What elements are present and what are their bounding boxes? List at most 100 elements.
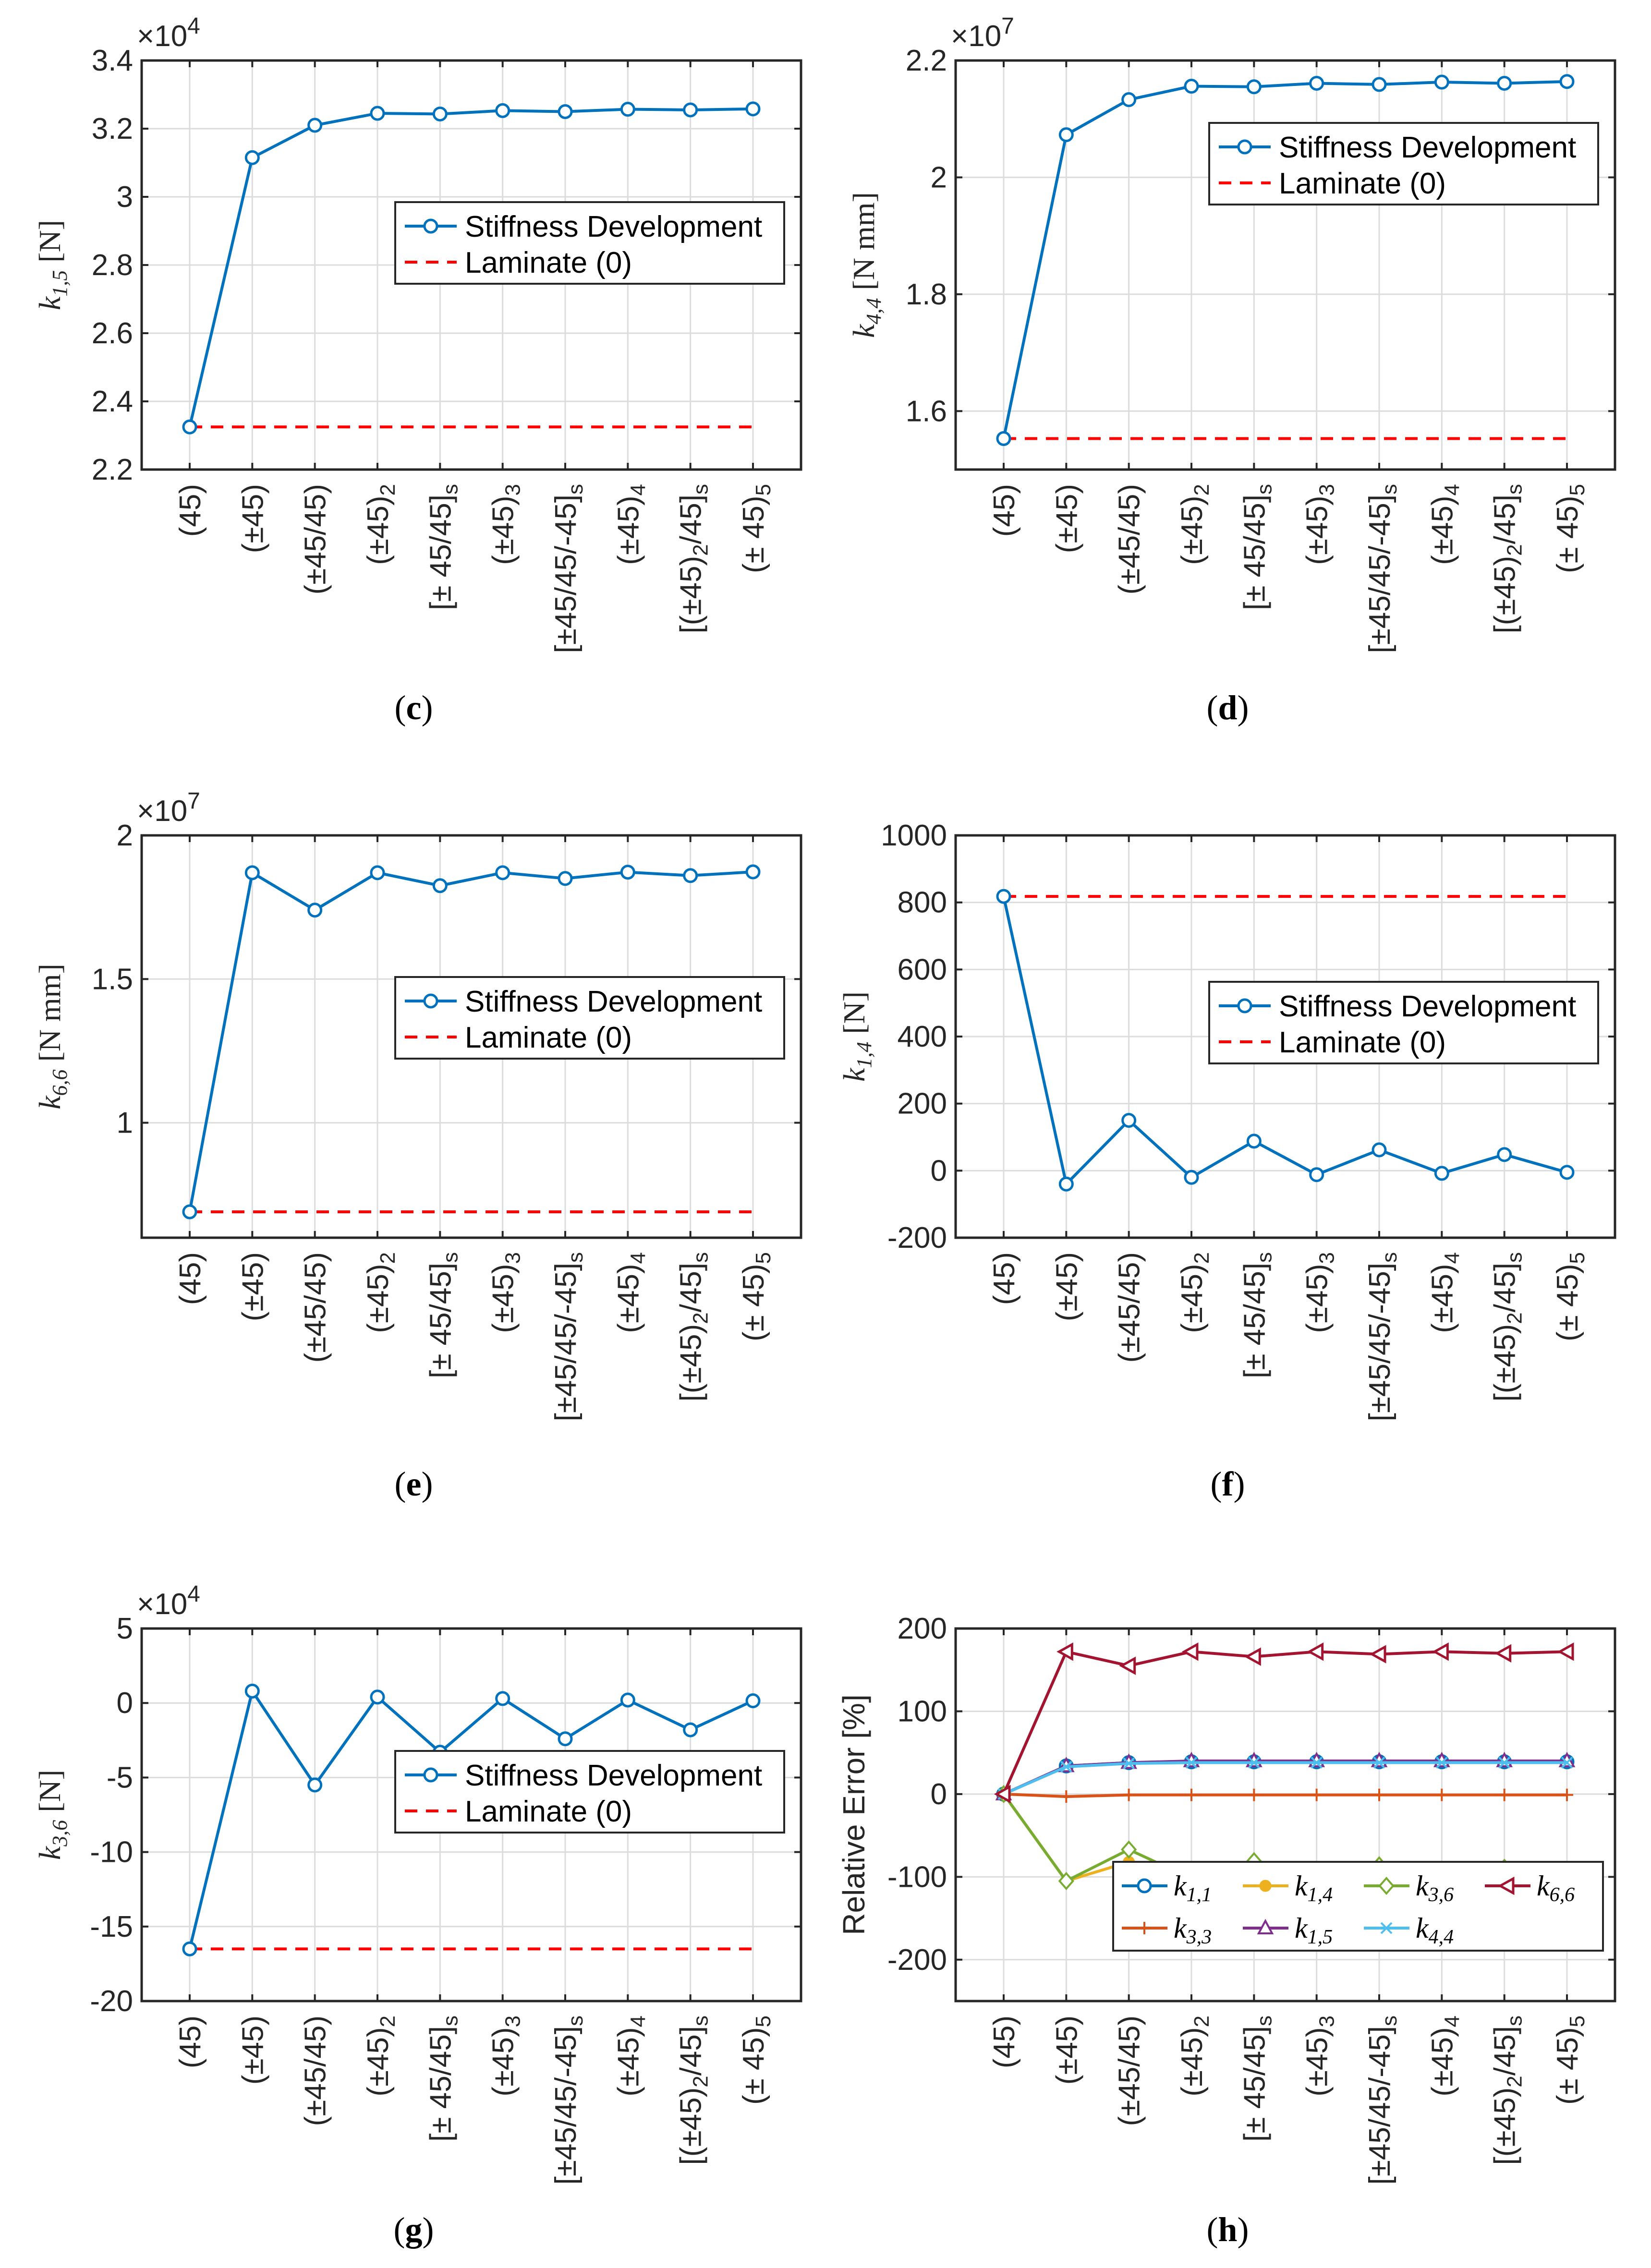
panel-caption: (f) xyxy=(1211,1465,1245,1503)
x-tick-label: (45) xyxy=(988,484,1021,537)
data-point xyxy=(1435,1788,1448,1801)
legend-label-laminate: Laminate (0) xyxy=(465,1021,632,1054)
data-point xyxy=(1498,1756,1511,1769)
x-tick-label: (±45)4 xyxy=(1426,484,1464,565)
plot-frame xyxy=(140,1627,802,2003)
y-tick-label: 1.5 xyxy=(92,963,133,996)
x-tick-label: (±45)2 xyxy=(362,1252,400,1333)
data-point xyxy=(1434,74,1449,90)
data-point xyxy=(620,102,635,117)
y-tick-label: 2.6 xyxy=(92,317,133,350)
series-stiffness-line xyxy=(188,870,753,1212)
y-tick-label: -15 xyxy=(90,1910,133,1943)
y-tick-label: -200 xyxy=(887,1943,947,1977)
legend-label-stiffness: Stiffness Development xyxy=(465,1759,762,1792)
data-point xyxy=(370,1689,385,1705)
legend-label-stiffness: Stiffness Development xyxy=(465,985,762,1018)
chart-panel-f: -200 0 200 400 600 800 1000 (45) (±45) (±45/45) (±… xyxy=(837,819,1616,1503)
data-point xyxy=(1244,1647,1261,1666)
x-tick-label: [±45/45/-45]s xyxy=(549,484,587,653)
data-point xyxy=(1138,1922,1151,1934)
data-point xyxy=(1309,75,1324,91)
data-point xyxy=(370,106,385,121)
legend-label-laminate: Laminate (0) xyxy=(465,246,632,279)
y-tick-label: 5 xyxy=(117,1612,133,1645)
x-tick-label: [± 45/45]s xyxy=(1238,1252,1276,1378)
legend-label-stiffness: Stiffness Development xyxy=(1279,131,1576,164)
y-tick-label: -200 xyxy=(887,1221,947,1255)
chart-panel-d: 1.6 1.8 2 2.2 (45) (±45) (±45/45) (±45)2 [± 45/4… xyxy=(847,13,1616,727)
plot-frame xyxy=(140,834,802,1239)
legend-label-laminate: Laminate (0) xyxy=(1279,1026,1446,1059)
y-tick-label: 0 xyxy=(931,1154,947,1187)
data-point xyxy=(620,865,635,880)
x-tick-label: (±45/45) xyxy=(1113,2015,1146,2126)
x-tick-label: (±45)3 xyxy=(1301,1252,1339,1333)
y-tick-label: 2.4 xyxy=(92,385,133,418)
x-tick-label: [(±45)2/45]s xyxy=(675,2015,713,2165)
y-tick-label: 0 xyxy=(931,1778,947,1811)
x-tick-label: (±45)4 xyxy=(612,2015,650,2097)
plot-frame xyxy=(954,834,1616,1239)
data-point xyxy=(1058,1871,1074,1890)
legend-label: k1,1 xyxy=(1174,1870,1212,1906)
data-point xyxy=(495,1691,510,1706)
x-tick-label: (45) xyxy=(174,484,207,537)
data-point xyxy=(1557,1642,1574,1661)
data-point xyxy=(1237,139,1252,155)
x-tick-label: (± 45)5 xyxy=(737,1252,775,1341)
legend-box xyxy=(394,201,785,285)
data-point xyxy=(495,865,510,881)
data-point xyxy=(432,878,448,893)
x-tick-label: [(±45)2/45]s xyxy=(675,1252,713,1401)
x-tick-label: (45) xyxy=(988,1252,1021,1305)
data-point xyxy=(1497,1147,1512,1162)
chart-panel-g: -20 -15 -10 -5 0 5 (45) (±45) (±45/45) (±45)2 [± 4… xyxy=(33,1581,802,2249)
data-point xyxy=(423,1767,438,1783)
data-point xyxy=(1058,127,1074,143)
data-point xyxy=(1309,1167,1324,1182)
data-point xyxy=(182,419,197,434)
legend-box xyxy=(1208,981,1599,1064)
data-point xyxy=(1246,1134,1262,1149)
data-point xyxy=(1372,77,1387,92)
legend-label: k6,6 xyxy=(1537,1870,1575,1906)
x-tick-label: (±45)3 xyxy=(1301,2015,1339,2097)
axis-exponent: ×107 xyxy=(137,788,200,828)
data-point xyxy=(1432,1642,1449,1661)
x-tick-label: (±45)3 xyxy=(487,484,525,565)
panel-caption: (g) xyxy=(394,2210,434,2249)
y-tick-label: 2.2 xyxy=(92,453,133,486)
data-point xyxy=(1435,1756,1448,1769)
data-point xyxy=(423,218,438,234)
y-tick-label: 400 xyxy=(898,1020,947,1053)
x-tick-label: (± 45)5 xyxy=(737,2015,775,2105)
y-tick-label: 2.8 xyxy=(92,249,133,282)
y-tick-label: 1 xyxy=(117,1107,133,1140)
x-tick-label: (±45)3 xyxy=(487,2015,525,2097)
chart-panel-h: -200 -100 0 100 200 (45) (±45) (±45/45) (±45)2 [±… xyxy=(837,1612,1616,2249)
x-tick-label: [± 45/45]s xyxy=(1238,484,1276,610)
y-tick-label: 3.2 xyxy=(92,112,133,145)
data-point xyxy=(558,871,573,886)
axis-exponent: ×104 xyxy=(137,13,200,53)
legend-label-laminate: Laminate (0) xyxy=(1279,167,1446,200)
y-tick-label: 200 xyxy=(898,1087,947,1121)
x-tick-label: (45) xyxy=(988,2015,1021,2068)
data-point xyxy=(683,868,698,883)
data-point xyxy=(994,1785,1011,1804)
y-tick-label: 200 xyxy=(898,1612,947,1645)
x-tick-label: (±45) xyxy=(1050,2015,1083,2085)
y-tick-label: -10 xyxy=(90,1836,133,1869)
series-stiffness-line xyxy=(1002,896,1567,1187)
x-tick-label: [± 45/45]s xyxy=(424,484,462,610)
x-tick-label: (±45)4 xyxy=(612,484,650,565)
x-tick-label: (± 45)5 xyxy=(737,484,775,573)
x-tick-label: (±45) xyxy=(236,1252,269,1321)
y-tick-label: -100 xyxy=(887,1860,947,1894)
x-tick-label: (±45/45) xyxy=(1113,1252,1146,1363)
x-tick-label: [±45/45/-45]s xyxy=(1363,2015,1401,2184)
data-point xyxy=(432,106,448,121)
chart-panel-e: 1 1.5 2 (45) (±45) (±45/45) (±45)2 [± 45/45]s (±… xyxy=(33,788,802,1503)
